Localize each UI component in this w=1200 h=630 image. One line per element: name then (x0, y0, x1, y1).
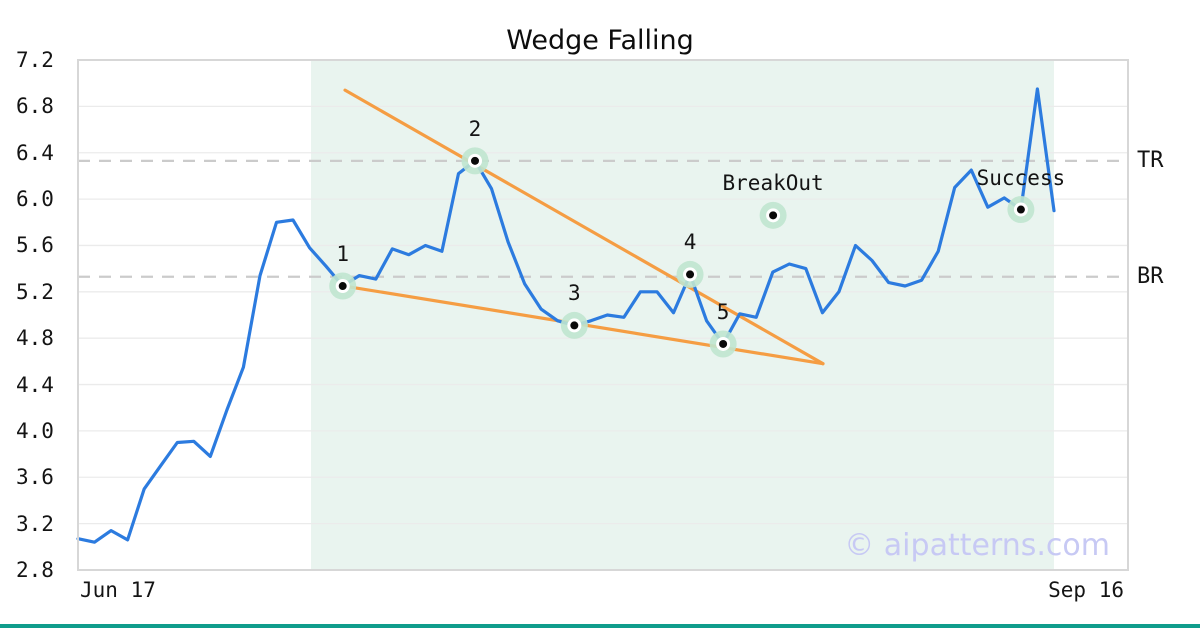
y-tick-label: 3.6 (16, 465, 54, 490)
pattern-label-2: 2 (468, 116, 482, 141)
y-tick-label: 2.8 (16, 558, 54, 582)
plot-border (77, 59, 1129, 571)
pattern-label-breakout: BreakOut (722, 171, 824, 196)
marker-dot-success (1016, 205, 1025, 214)
watermark: © aipatterns.com (844, 528, 1110, 563)
y-tick-label: 7.2 (16, 48, 54, 72)
chart-title: Wedge Falling (506, 25, 694, 56)
y-tick-label: 5.2 (16, 279, 54, 304)
breakout-level-label: BR (1137, 263, 1164, 289)
y-tick-label: 6.4 (16, 140, 54, 165)
y-tick-label: 6.8 (16, 94, 54, 119)
x-axis-label-end: Sep 16 (1048, 578, 1124, 602)
pattern-label-3: 3 (568, 281, 581, 306)
marker-dot-4 (686, 270, 695, 279)
footer-accent-bar (0, 624, 1200, 628)
marker-dot-breakout (769, 211, 778, 220)
marker-dot-3 (570, 321, 579, 330)
marker-dot-1 (338, 282, 347, 291)
pattern-label-4: 4 (683, 230, 697, 255)
y-tick-label: 6.0 (16, 187, 54, 212)
y-tick-label: 5.6 (16, 233, 54, 258)
y-tick-label: 4.8 (16, 326, 54, 351)
y-tick-label: 4.0 (16, 418, 54, 443)
marker-dot-2 (471, 156, 480, 165)
x-axis-label-start: Jun 17 (80, 578, 156, 602)
pattern-label-1: 1 (336, 242, 350, 267)
y-tick-label: 4.4 (16, 372, 54, 397)
pattern-zone (310, 61, 1054, 569)
marker-dot-5 (719, 339, 728, 348)
pattern-label-5: 5 (716, 299, 730, 324)
target-level-label: TR (1137, 147, 1164, 173)
trendline-upper-resistance (343, 88, 825, 366)
y-tick-label: 3.2 (16, 511, 54, 536)
pattern-label-success: Success (976, 165, 1066, 190)
